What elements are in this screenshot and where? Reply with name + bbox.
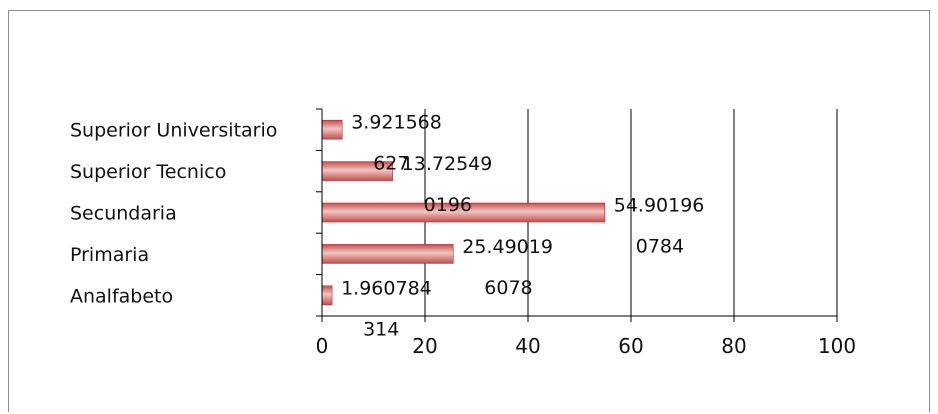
data-label-2-1: 0784 xyxy=(636,236,684,258)
category-label-2: Secundaria xyxy=(70,203,177,225)
data-label-4-1: 314 xyxy=(363,318,399,340)
category-labels: Superior Universitario Superior Tecnico Se… xyxy=(70,120,277,308)
bar-0 xyxy=(321,119,343,140)
x-tick-label-100: 100 xyxy=(818,334,856,358)
data-label-3-0: 25.49019 xyxy=(462,236,553,258)
data-label-1-1: 0196 xyxy=(424,194,472,216)
x-tick-label-0: 0 xyxy=(316,334,329,358)
data-label-2-0: 54.90196 xyxy=(614,195,705,217)
x-tick-label-20: 20 xyxy=(412,334,437,358)
x-tick-label-80: 80 xyxy=(721,334,746,358)
chart-frame xyxy=(8,10,930,412)
x-tick-label-60: 60 xyxy=(618,334,643,358)
data-label-0-0: 3.921568 xyxy=(351,112,442,134)
data-label-3-1: 6078 xyxy=(484,277,532,299)
data-label-4-0: 1.960784 xyxy=(341,277,432,299)
bar-3 xyxy=(321,244,454,264)
category-label-0: Superior Universitario xyxy=(70,120,277,142)
x-tick-label-40: 40 xyxy=(515,334,540,358)
tick-labels: 0 20 40 60 80 100 xyxy=(316,334,856,358)
axes xyxy=(316,108,838,322)
bar-4 xyxy=(321,285,333,306)
category-label-3: Primaria xyxy=(70,244,149,266)
category-label-1: Superior Tecnico xyxy=(70,161,226,183)
data-label-1-0: 13.72549 xyxy=(402,153,493,175)
data-label-0-1: 627 xyxy=(373,153,409,175)
category-label-4: Analfabeto xyxy=(70,285,173,307)
